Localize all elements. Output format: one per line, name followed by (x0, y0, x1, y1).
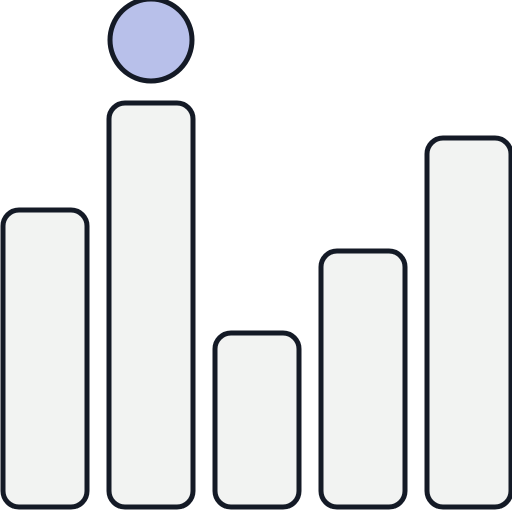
bar-1 (0, 207, 90, 510)
bar-2 (106, 100, 196, 510)
bar-5 (424, 135, 512, 510)
bar-3 (212, 330, 302, 510)
bar-4 (318, 248, 408, 510)
indicator-dot-group (107, 0, 195, 84)
bars-group (0, 100, 512, 510)
indicator-dot-icon (107, 0, 195, 84)
